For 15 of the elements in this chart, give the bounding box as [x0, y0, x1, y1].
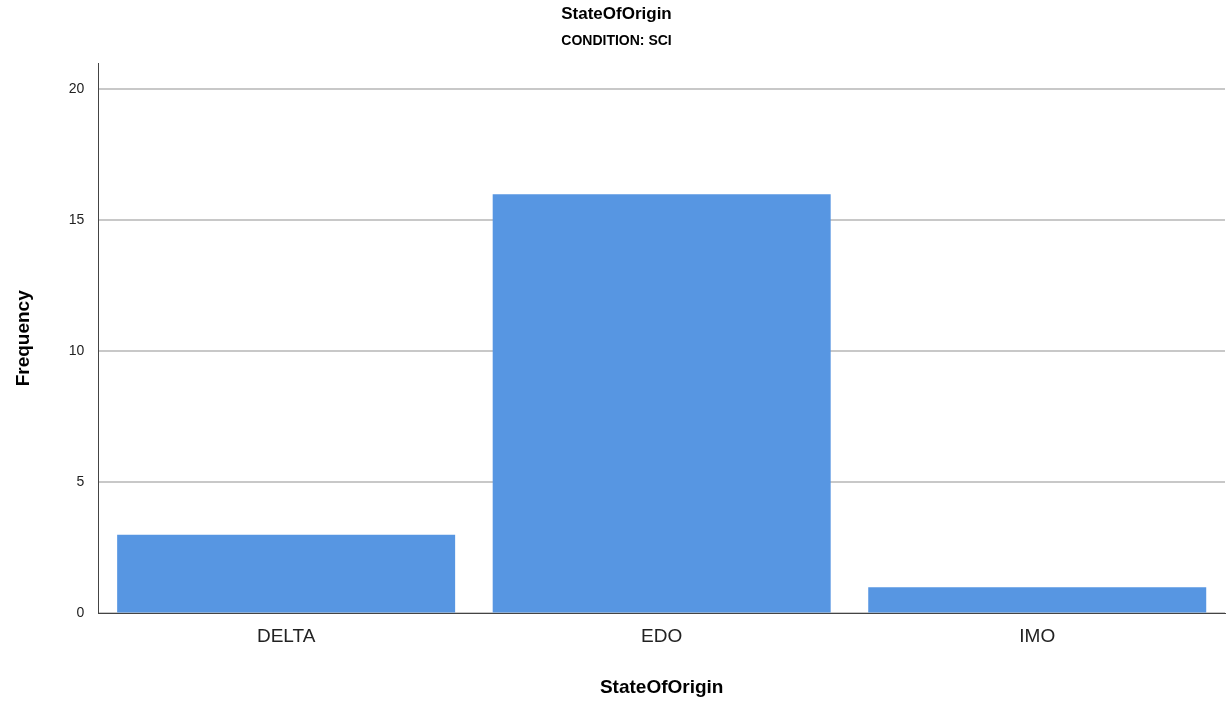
- bar: [492, 194, 831, 613]
- y-tick-label: 0: [76, 604, 85, 621]
- x-tick-label: EDO: [641, 625, 683, 647]
- bar: [117, 534, 456, 613]
- chart-subtitle: CONDITION: SCI: [561, 31, 672, 48]
- x-tick-label: DELTA: [256, 625, 316, 647]
- y-tick-label: 5: [76, 473, 85, 490]
- y-axis-title: Frequency: [11, 289, 33, 387]
- y-tick-label: 10: [68, 342, 85, 359]
- y-tick-label: 15: [68, 211, 85, 228]
- y-tick-label: 20: [68, 80, 85, 97]
- x-tick-label: IMO: [1019, 625, 1056, 647]
- bar: [868, 587, 1207, 613]
- x-axis-title: StateOfOrigin: [599, 675, 724, 697]
- chart-title: StateOfOrigin: [561, 3, 672, 23]
